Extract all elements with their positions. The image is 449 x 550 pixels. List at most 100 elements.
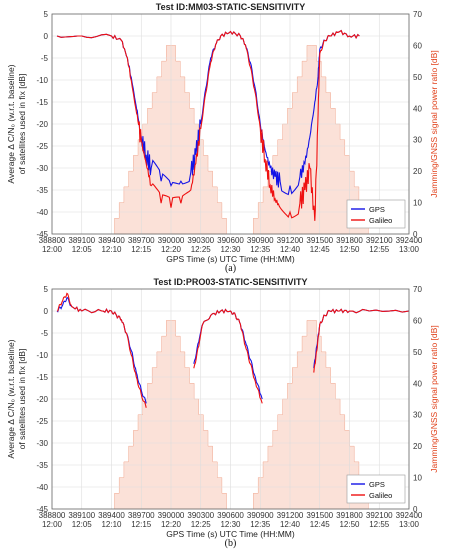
y-right-tick-label: 40	[413, 104, 422, 113]
y-right-tick-label: 30	[413, 411, 422, 420]
y-tick-label: -35	[36, 461, 48, 470]
legend-label-gps: GPS	[369, 480, 385, 489]
y-tick-label: -25	[36, 417, 48, 426]
x-tick-utc-label: 12:15	[131, 245, 152, 254]
y-tick-label: -5	[41, 54, 49, 63]
y-tick-label: -15	[36, 373, 48, 382]
x-tick-utc-label: 12:20	[161, 245, 182, 254]
jamming-series	[114, 320, 369, 510]
x-tick-label: 390600	[217, 511, 244, 520]
x-tick-label: 392400	[396, 511, 423, 520]
x-tick-utc-label: 12:50	[339, 520, 360, 529]
x-tick-label: 388800	[39, 236, 66, 245]
x-tick-label: 389700	[128, 236, 155, 245]
x-tick-label: 390600	[217, 236, 244, 245]
y-axis-label: Average Δ C/N₀ (w.r.t. baseline)	[6, 64, 16, 183]
jamming-pyramid-1	[114, 45, 227, 235]
x-tick-utc-label: 12:10	[101, 245, 122, 254]
y-right-tick-label: 70	[413, 285, 422, 294]
chart-title: Test ID:MM03-STATIC-SENSITIVITY	[156, 2, 306, 12]
x-tick-label: 392400	[396, 236, 423, 245]
y-right-tick-label: 20	[413, 167, 422, 176]
jamming-pyramid-2	[253, 320, 369, 510]
y-right-tick-label: 30	[413, 136, 422, 145]
x-tick-label: 392100	[366, 511, 393, 520]
legend-label-galileo: Galileo	[369, 491, 392, 500]
x-tick-label: 391800	[336, 511, 363, 520]
y-tick-label: -5	[41, 329, 49, 338]
jamming-pyramid-1	[114, 320, 227, 510]
y-tick-label: -15	[36, 98, 48, 107]
y-tick-label: -10	[36, 351, 48, 360]
y-tick-label: -45	[36, 505, 48, 514]
x-tick-utc-label: 12:50	[339, 245, 360, 254]
x-tick-utc-label: 12:15	[131, 520, 152, 529]
x-tick-utc-label: 12:45	[310, 245, 331, 254]
x-axis-label: GPS Time (s) UTC Time (HH:MM)	[166, 254, 295, 264]
x-tick-label: 389100	[68, 511, 95, 520]
x-tick-label: 389700	[128, 511, 155, 520]
x-tick-label: 392100	[366, 236, 393, 245]
y-right-tick-label: 50	[413, 348, 422, 357]
y-tick-label: 5	[44, 10, 49, 19]
legend-label-galileo: Galileo	[369, 216, 392, 225]
x-axis-label: GPS Time (s) UTC Time (HH:MM)	[166, 529, 295, 539]
x-tick-label: 389400	[98, 236, 125, 245]
series-galileo-line	[56, 29, 360, 221]
y-tick-label: -30	[36, 164, 48, 173]
x-tick-label: 390300	[187, 236, 214, 245]
x-tick-utc-label: 12:30	[220, 520, 241, 529]
y-right-tick-label: 70	[413, 10, 422, 19]
x-tick-utc-label: 12:35	[250, 245, 271, 254]
legend: GPS Galileo	[346, 474, 406, 504]
y-tick-label: 0	[44, 32, 49, 41]
y-tick-label: 5	[44, 285, 49, 294]
y-tick-label: -45	[36, 230, 48, 239]
x-tick-label: 391200	[277, 236, 304, 245]
x-tick-label: 391500	[306, 236, 333, 245]
legend-label-gps: GPS	[369, 205, 385, 214]
y-tick-label: -40	[36, 483, 48, 492]
x-tick-utc-label: 12:40	[280, 245, 301, 254]
y-right-tick-label: 0	[413, 230, 418, 239]
x-tick-utc-label: 12:40	[280, 520, 301, 529]
y-tick-label: 0	[44, 307, 49, 316]
x-tick-label: 391500	[306, 511, 333, 520]
series-galileo-line	[193, 308, 263, 404]
y-right-tick-label: 40	[413, 379, 422, 388]
plot-frame	[51, 288, 410, 510]
x-tick-label: 390900	[247, 236, 274, 245]
y-right-tick-label: 20	[413, 442, 422, 451]
y-right-axis-label: Jamming/GNSS signal power ratio [dB]	[429, 325, 439, 472]
y-right-tick-label: 60	[413, 316, 422, 325]
plot-frame	[51, 13, 410, 235]
x-tick-label: 388800	[39, 511, 66, 520]
chart-b: Test ID:PRO03-STATIC-SENSITIVITY50-5-10-…	[6, 277, 439, 549]
figure-caption: (b)	[225, 538, 237, 549]
x-tick-utc-label: 12:30	[220, 245, 241, 254]
x-tick-utc-label: 12:35	[250, 520, 271, 529]
y-tick-label: -10	[36, 76, 48, 85]
y-tick-label: -20	[36, 395, 48, 404]
x-tick-label: 390000	[158, 236, 185, 245]
x-tick-utc-label: 12:25	[191, 520, 212, 529]
x-tick-utc-label: 13:00	[399, 245, 420, 254]
y-tick-label: -30	[36, 439, 48, 448]
series-galileo-line	[313, 308, 410, 373]
y-right-axis-label: Jamming/GNSS signal power ratio [dB]	[429, 50, 439, 197]
x-tick-utc-label: 12:10	[101, 520, 122, 529]
x-tick-utc-label: 13:00	[399, 520, 420, 529]
y-tick-label: -35	[36, 186, 48, 195]
y-tick-label: -40	[36, 208, 48, 217]
y-axis-label: of satellites used in fix [dB]	[17, 349, 27, 450]
x-tick-label: 391800	[336, 236, 363, 245]
x-tick-label: 391200	[277, 511, 304, 520]
y-right-tick-label: 50	[413, 73, 422, 82]
series-galileo-line	[56, 292, 147, 408]
y-axis-label: Average Δ C/N₀ (w.r.t. baseline)	[6, 339, 16, 458]
x-tick-utc-label: 12:20	[161, 520, 182, 529]
legend-box	[346, 474, 406, 504]
x-tick-utc-label: 12:55	[369, 520, 390, 529]
x-tick-label: 390000	[158, 511, 185, 520]
chart-a: Test ID:MM03-STATIC-SENSITIVITY50-5-10-1…	[6, 2, 439, 274]
